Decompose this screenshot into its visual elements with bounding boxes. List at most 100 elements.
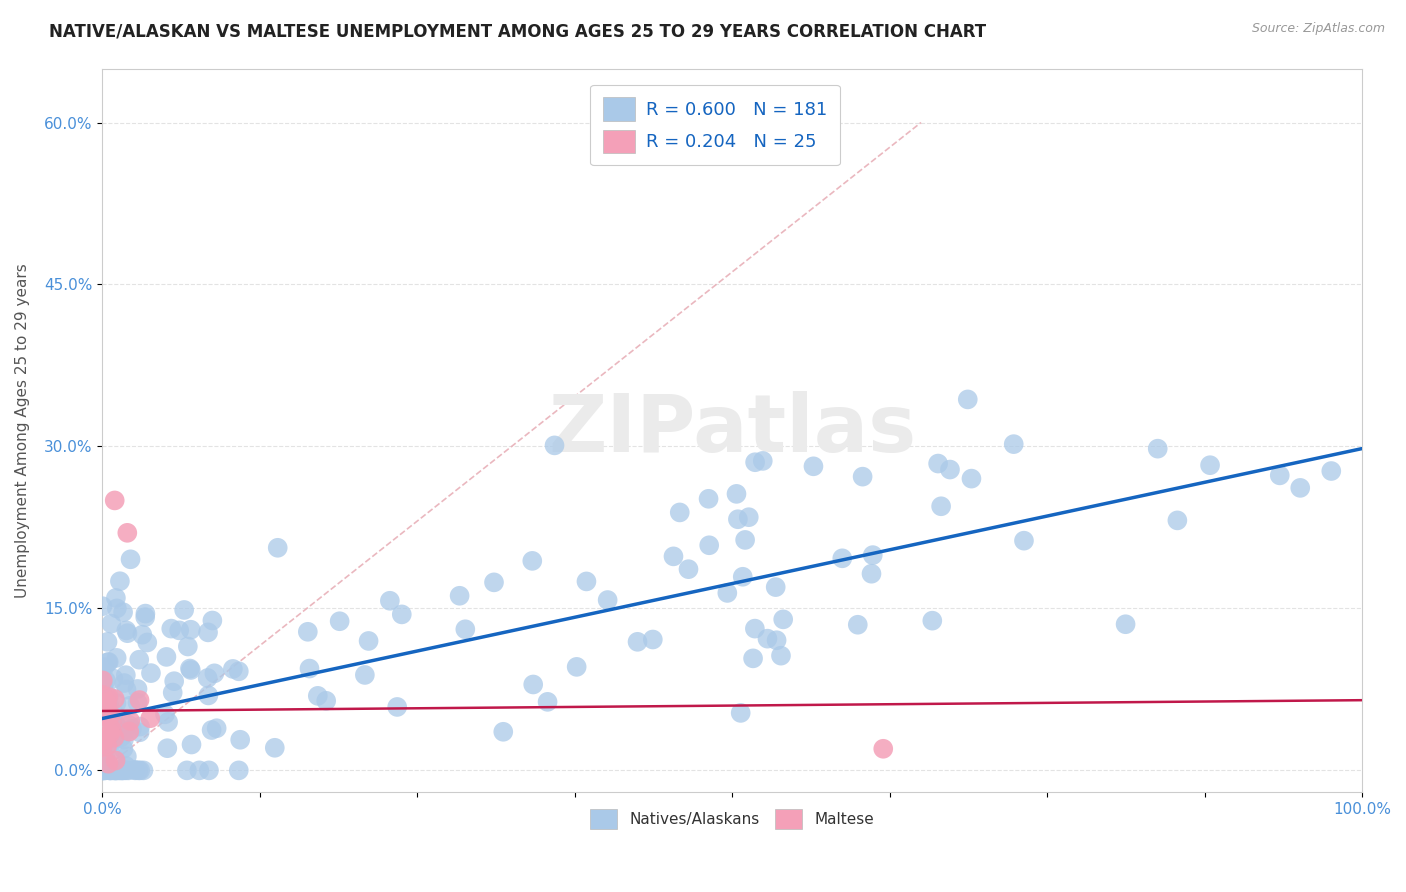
Point [872, 741, 894, 756]
Point [939, 462, 962, 476]
Point [128, 693, 150, 707]
Point [96, 698, 118, 713]
Point [200, 723, 222, 737]
Point [98, 764, 121, 778]
Point [91, 698, 114, 712]
Point [91, 741, 114, 756]
Point [124, 763, 146, 777]
Point [120, 698, 142, 713]
Point [329, 614, 352, 628]
Point [111, 729, 134, 743]
Point [641, 632, 664, 647]
Point [105, 764, 128, 778]
Point [543, 438, 565, 452]
Point [91, 688, 114, 702]
Point [378, 593, 401, 607]
Point [117, 626, 139, 640]
Point [104, 591, 127, 605]
Point [91, 764, 114, 778]
Point [104, 764, 127, 778]
Point [385, 700, 408, 714]
Point [117, 525, 139, 540]
Point [522, 554, 544, 568]
Point [1199, 458, 1222, 473]
Point [449, 589, 471, 603]
Point [127, 681, 149, 696]
Point [100, 764, 122, 778]
Point [97, 703, 120, 717]
Point [173, 603, 195, 617]
Point [744, 622, 766, 636]
Point [115, 668, 138, 682]
Point [96, 739, 118, 753]
Point [97, 732, 120, 747]
Point [716, 586, 738, 600]
Point [97, 655, 120, 669]
Point [744, 455, 766, 469]
Point [91, 764, 114, 778]
Point [197, 671, 219, 685]
Point [1268, 468, 1291, 483]
Point [298, 661, 321, 675]
Point [228, 764, 250, 778]
Point [267, 541, 290, 555]
Point [229, 732, 252, 747]
Point [160, 622, 183, 636]
Point [678, 562, 700, 576]
Point [846, 617, 869, 632]
Point [565, 660, 588, 674]
Point [127, 696, 149, 710]
Point [134, 607, 156, 621]
Point [128, 725, 150, 739]
Point [765, 633, 787, 648]
Point [315, 694, 337, 708]
Point [112, 605, 135, 619]
Point [98, 698, 121, 712]
Point [596, 593, 619, 607]
Point [132, 764, 155, 778]
Point [91, 740, 114, 755]
Point [198, 764, 221, 778]
Point [927, 457, 949, 471]
Point [765, 580, 787, 594]
Point [536, 695, 558, 709]
Point [118, 718, 141, 732]
Point [136, 635, 159, 649]
Point [91, 754, 114, 768]
Point [769, 648, 792, 663]
Point [180, 738, 202, 752]
Point [139, 711, 162, 725]
Point [139, 666, 162, 681]
Point [575, 574, 598, 589]
Point [104, 493, 127, 508]
Point [91, 678, 114, 692]
Point [929, 500, 952, 514]
Point [222, 662, 245, 676]
Point [734, 533, 756, 547]
Point [111, 764, 134, 778]
Point [105, 601, 128, 615]
Point [103, 764, 125, 778]
Point [188, 764, 211, 778]
Point [852, 469, 875, 483]
Point [115, 624, 138, 638]
Point [93, 756, 115, 770]
Point [742, 651, 765, 665]
Point [98, 764, 121, 778]
Point [1166, 513, 1188, 527]
Point [112, 741, 135, 756]
Point [120, 552, 142, 566]
Text: ZIPatlas: ZIPatlas [548, 392, 917, 469]
Point [163, 674, 186, 689]
Point [731, 570, 754, 584]
Point [118, 724, 141, 739]
Point [730, 706, 752, 720]
Point [103, 672, 125, 686]
Point [803, 459, 825, 474]
Point [162, 685, 184, 699]
Point [94, 673, 117, 688]
Point [662, 549, 685, 564]
Point [862, 548, 884, 562]
Point [104, 754, 127, 768]
Point [454, 622, 477, 636]
